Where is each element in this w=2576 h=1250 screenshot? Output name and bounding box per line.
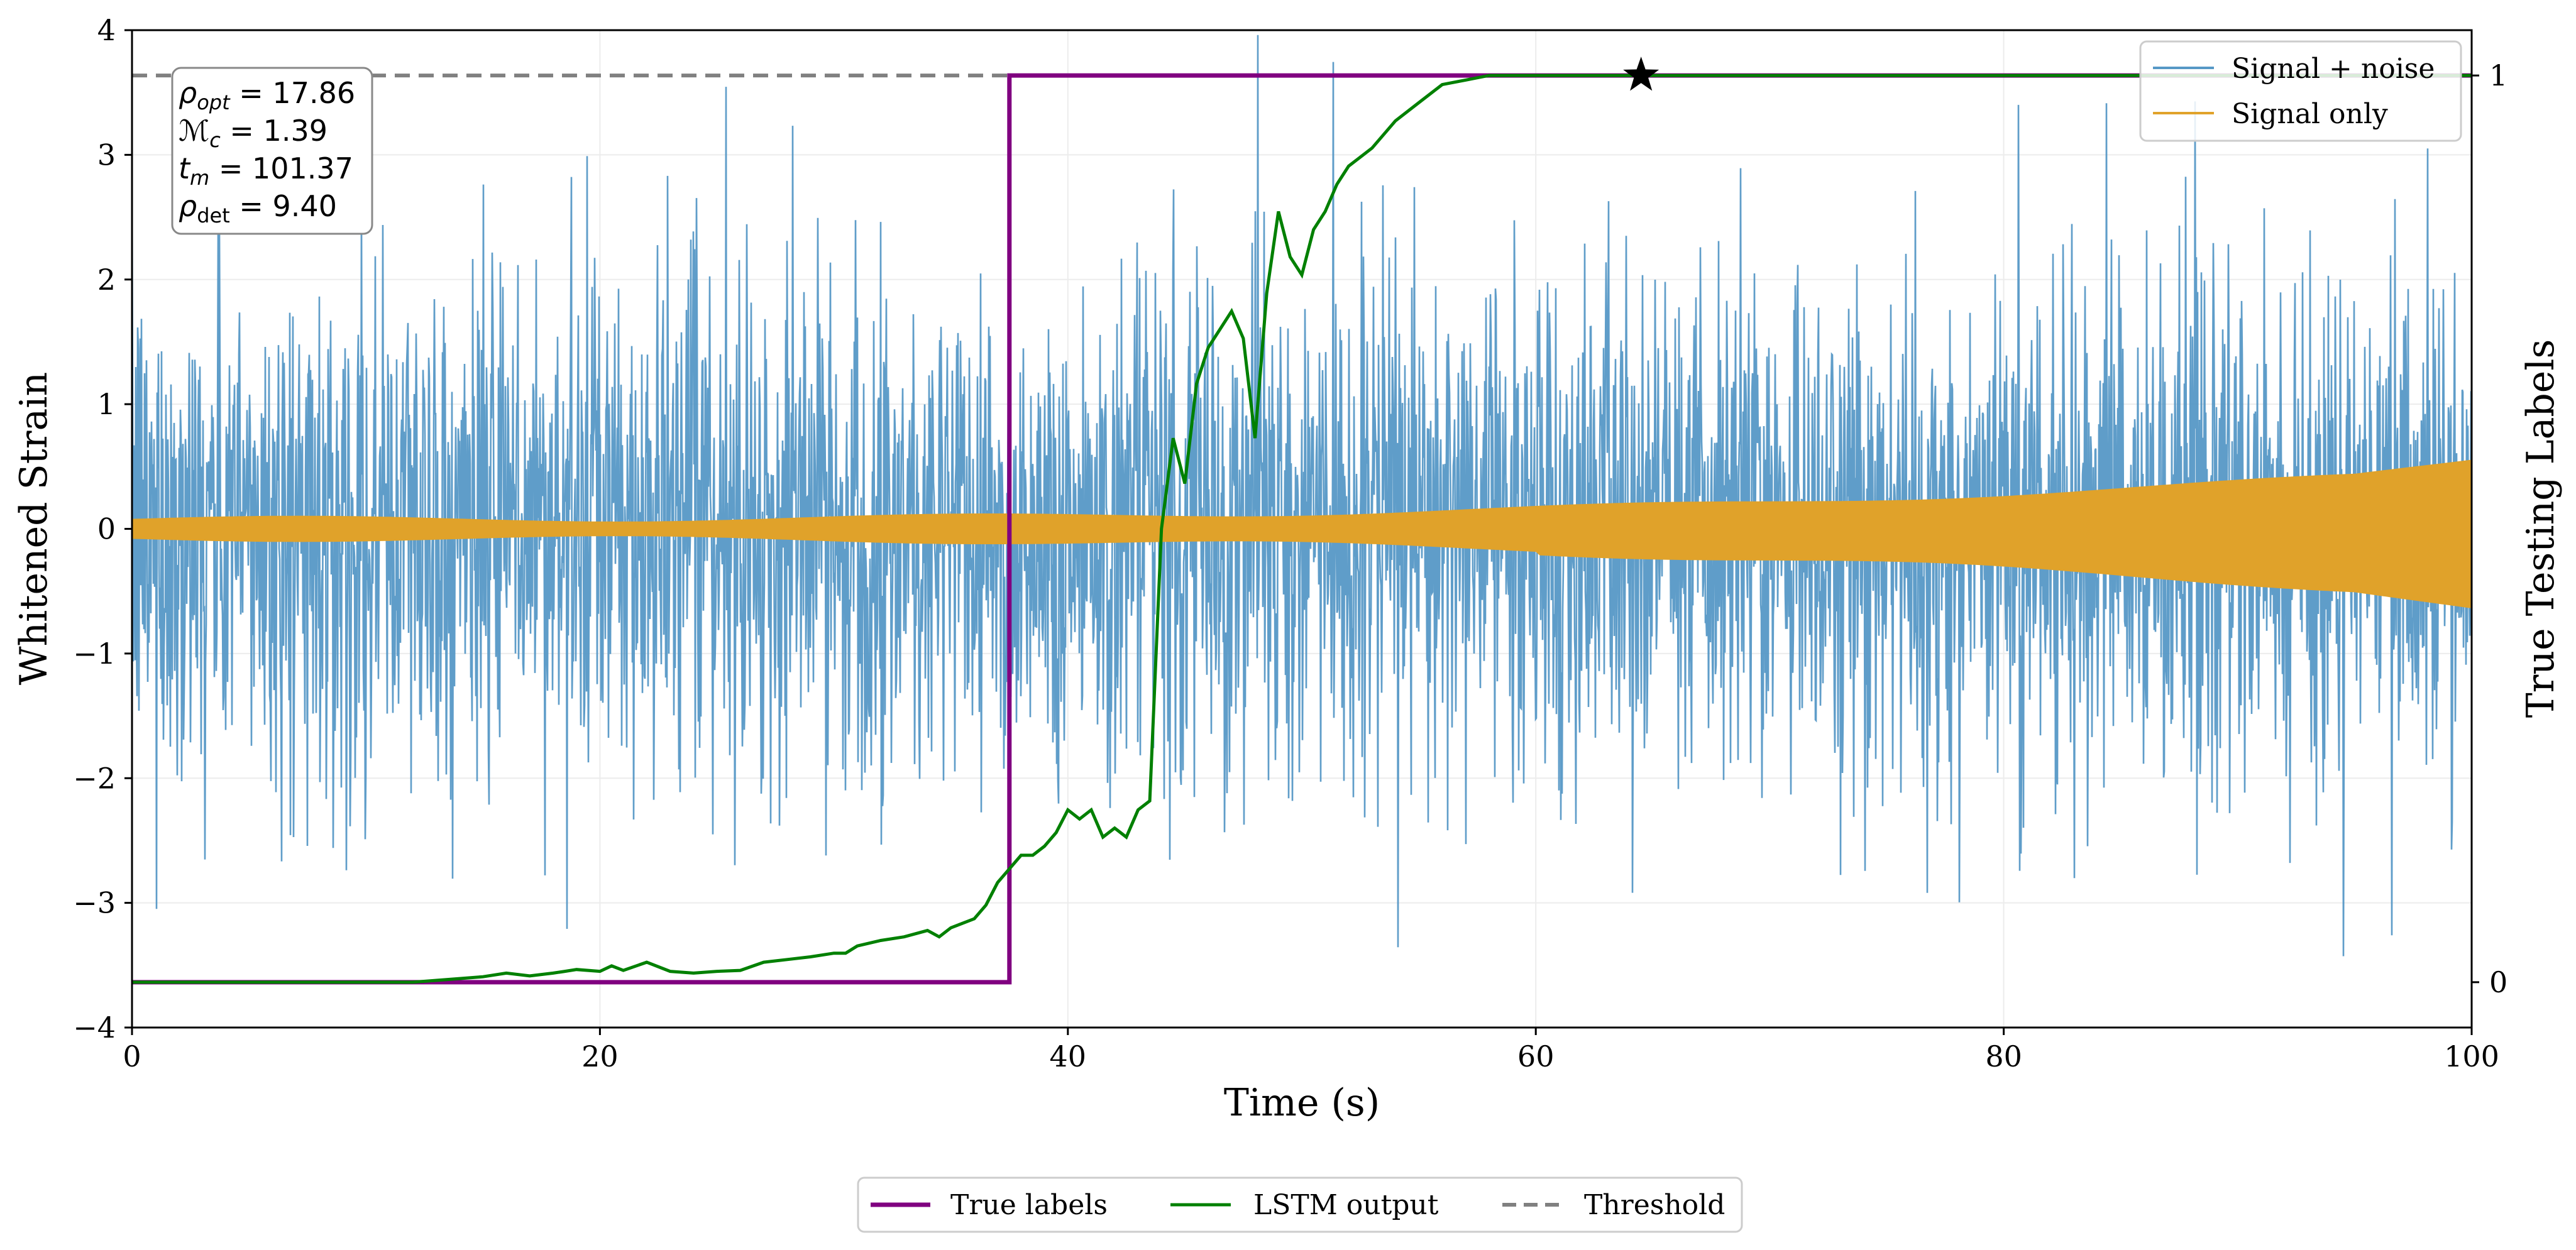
annotation-value: = 9.40 xyxy=(230,189,337,223)
legend-threshold-label: Threshold xyxy=(1584,1189,1725,1221)
x-axis: 0 20 40 60 80 100 xyxy=(123,1028,2499,1073)
annotation-symbol: ρ xyxy=(179,76,197,110)
annotation-value: = 17.86 xyxy=(230,76,355,110)
y-left-tick-label: −2 xyxy=(73,761,116,795)
y-left-tick-label: −1 xyxy=(73,637,116,671)
legend-true-labels-label: True labels xyxy=(950,1189,1108,1221)
y-left-tick-label: −3 xyxy=(73,886,116,920)
y-right-tick-label: 1 xyxy=(2489,58,2507,92)
annotation-subscript: c xyxy=(209,128,221,152)
annotation-symbol: t xyxy=(179,151,191,185)
y-left-tick-label: 4 xyxy=(97,13,116,47)
y-axis-right: 01 xyxy=(2472,58,2507,999)
legend-signal-noise-label: Signal + noise xyxy=(2232,53,2435,85)
x-tick-label: 60 xyxy=(1517,1039,1555,1073)
annotation-line: ρdet = 9.40 xyxy=(179,189,337,228)
x-tick-label: 0 xyxy=(123,1039,141,1073)
lstm-output-line xyxy=(132,74,2472,984)
y-axis-right-label: True Testing Labels xyxy=(2519,339,2563,718)
y-left-tick-label: 1 xyxy=(97,387,116,421)
annotation-value: = 1.39 xyxy=(221,114,328,148)
signal-only-band xyxy=(132,459,2472,608)
y-left-tick-label: 3 xyxy=(97,138,116,172)
x-tick-label: 100 xyxy=(2444,1039,2499,1073)
y-left-tick-label: 2 xyxy=(97,263,116,297)
x-tick-label: 40 xyxy=(1050,1039,1087,1073)
annotation-line: tm = 101.37 xyxy=(179,151,353,190)
legend-signal-only-label: Signal only xyxy=(2232,98,2388,130)
x-axis-label: Time (s) xyxy=(1224,1081,1380,1125)
annotation-symbol: ℳ xyxy=(179,114,209,148)
legend-upper: Signal + noise Signal only xyxy=(2139,40,2462,142)
annotation-subscript: m xyxy=(190,166,209,190)
x-tick-label: 20 xyxy=(581,1039,619,1073)
detection-star-marker xyxy=(1623,57,1660,91)
legend-lstm-output-label: LSTM output xyxy=(1253,1189,1439,1221)
y-axis-left-label: Whitened Strain xyxy=(12,372,56,685)
y-left-tick-label: −4 xyxy=(73,1011,116,1044)
annotation-value: = 101.37 xyxy=(209,151,353,185)
y-right-tick-label: 0 xyxy=(2489,965,2507,999)
annotation-subscript: opt xyxy=(197,90,231,114)
annotation-line: ℳc = 1.39 xyxy=(179,114,328,152)
annotation-line: ρopt = 17.86 xyxy=(179,76,355,114)
annotation-subscript: det xyxy=(197,204,230,228)
legend-lower: True labels LSTM output Threshold xyxy=(857,1176,1743,1233)
annotation-symbol: ρ xyxy=(179,189,197,223)
y-left-tick-label: 0 xyxy=(97,512,116,546)
y-axis-left: −4 −3 −2 −1 0 1 2 3 4 xyxy=(73,13,132,1044)
x-tick-label: 80 xyxy=(1985,1039,2022,1073)
